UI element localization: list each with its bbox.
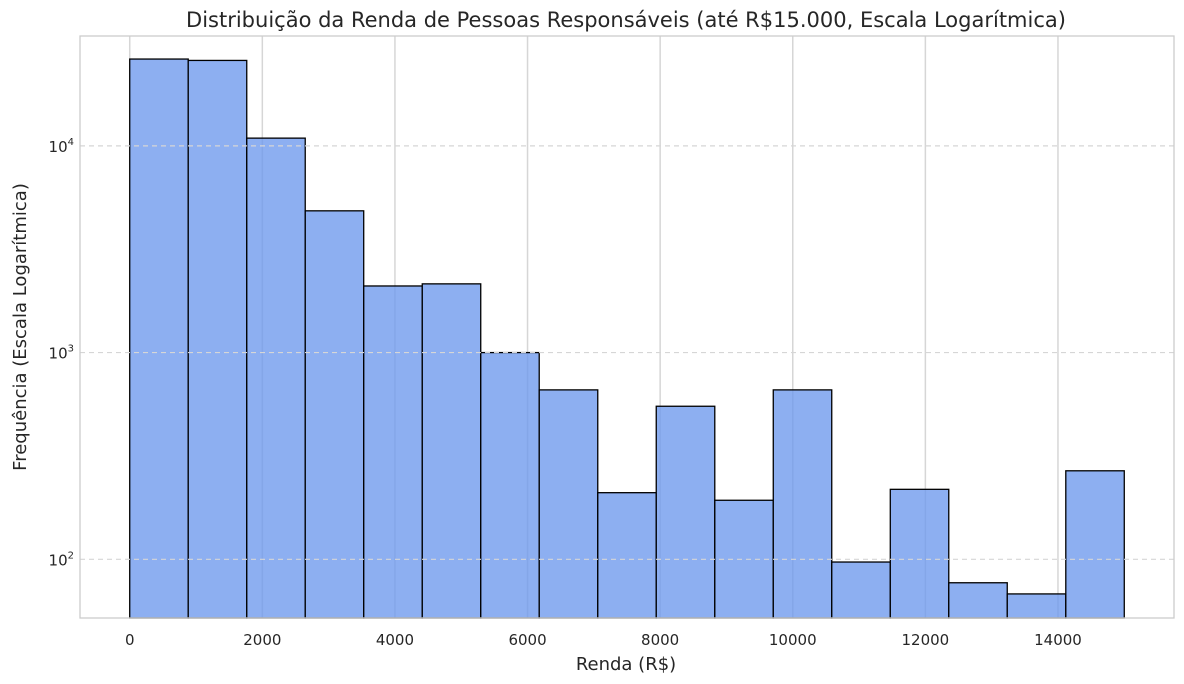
histogram-bar xyxy=(889,488,950,619)
x-tick-labels: 0 2000 4000 6000 8000 10000 12000 14000 xyxy=(125,631,1082,649)
histogram-bar xyxy=(246,137,306,619)
histogram-bar xyxy=(421,283,482,619)
x-tick-label: 0 xyxy=(125,631,135,649)
histogram-bar xyxy=(831,561,891,619)
x-tick-label: 12000 xyxy=(902,631,950,649)
y-axis-label: Frequência (Escala Logarítmica) xyxy=(10,183,31,471)
histogram-bar xyxy=(772,389,833,619)
histogram-bars xyxy=(129,58,1125,619)
chart-title: Distribuição da Renda de Pessoas Respons… xyxy=(186,8,1066,32)
histogram-bar xyxy=(129,58,189,619)
y-tick-labels: 102 103 104 xyxy=(49,137,74,569)
histogram-bar xyxy=(363,285,423,619)
plot-frame xyxy=(79,35,1175,619)
histogram-bar xyxy=(948,582,1008,619)
histogram-bar xyxy=(597,492,657,619)
x-tick-label: 4000 xyxy=(376,631,414,649)
histogram-bar xyxy=(187,59,248,619)
x-tick-label: 2000 xyxy=(243,631,281,649)
x-tick-label: 10000 xyxy=(769,631,817,649)
y-tick-label: 102 xyxy=(49,550,74,569)
y-gridlines xyxy=(80,145,1174,560)
histogram-bar xyxy=(655,405,716,619)
x-tick-label: 8000 xyxy=(641,631,679,649)
histogram-bar xyxy=(1006,593,1067,619)
histogram-bar xyxy=(480,351,540,619)
y-tick-label: 104 xyxy=(49,137,74,156)
x-tick-label: 6000 xyxy=(508,631,546,649)
histogram-bar xyxy=(538,389,599,619)
x-tick-label: 14000 xyxy=(1034,631,1082,649)
histogram-bar xyxy=(1065,470,1125,619)
histogram-bar xyxy=(304,210,365,619)
y-tick-label: 103 xyxy=(49,344,74,363)
x-axis-label: Renda (R$) xyxy=(576,654,676,675)
